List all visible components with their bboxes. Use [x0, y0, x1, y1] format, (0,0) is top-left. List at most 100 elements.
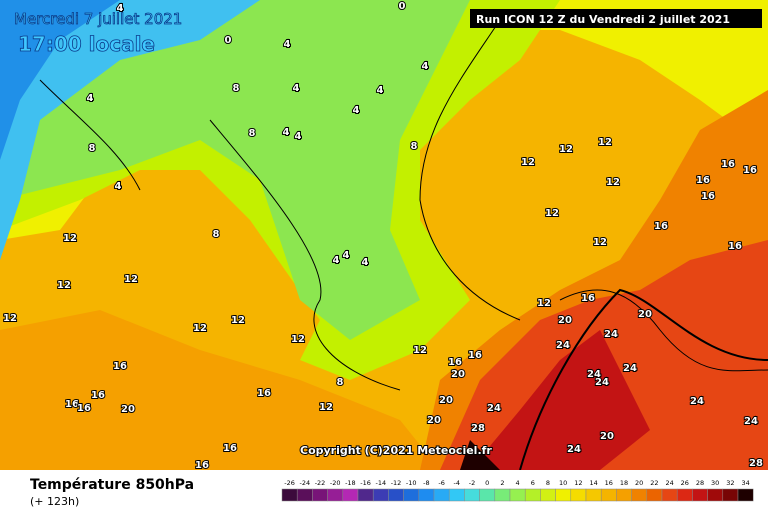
color-swatch [646, 488, 663, 502]
color-swatch [509, 488, 526, 502]
color-swatch [540, 488, 556, 502]
contour-label: 16 [721, 159, 735, 170]
contour-label: 16 [257, 388, 271, 399]
color-swatch [494, 488, 511, 502]
scale-label: 30 [711, 479, 719, 487]
scale-label: -20 [330, 479, 341, 487]
color-swatch [357, 488, 374, 502]
scale-label: -4 [454, 479, 460, 487]
contour-label: 24 [744, 416, 758, 427]
contour-label: 4 [87, 93, 94, 104]
contour-label: 4 [115, 181, 122, 192]
contour-label: 24 [690, 396, 704, 407]
scale-label: 2 [500, 479, 504, 487]
contour-label: 24 [567, 444, 581, 455]
scale-label: -8 [423, 479, 429, 487]
scale-label: -6 [438, 479, 444, 487]
contour-label: 12 [3, 313, 17, 324]
contour-label: 4 [377, 85, 384, 96]
contour-label: 16 [448, 357, 462, 368]
contour-label: 20 [121, 404, 135, 415]
contour-label: 8 [411, 141, 418, 152]
contour-label: 12 [413, 345, 427, 356]
scale-label: 12 [574, 479, 582, 487]
scale-label: -16 [360, 479, 371, 487]
color-swatch [418, 488, 435, 502]
contour-label: 0 [225, 35, 232, 46]
color-swatch [585, 488, 602, 502]
time: 17:00 locale [18, 32, 155, 56]
contour-label: 16 [696, 175, 710, 186]
contour-label: 16 [581, 293, 595, 304]
contour-label: 24 [487, 403, 501, 414]
color-swatch [403, 488, 420, 502]
color-swatch [616, 488, 632, 502]
color-swatch [312, 488, 328, 502]
scale-label: -2 [469, 479, 475, 487]
scale-label: -14 [375, 479, 386, 487]
scale-label: 8 [546, 479, 550, 487]
contours [39, 19, 768, 471]
color-swatch [661, 488, 678, 502]
contour-line [519, 288, 768, 471]
contour-label: 12 [291, 334, 305, 345]
contour-label: 4 [117, 3, 124, 14]
contour-label: 20 [558, 315, 572, 326]
run-info: Run ICON 12 Z du Vendredi 2 juillet 2021 [476, 13, 730, 26]
contour-label: 16 [223, 443, 237, 454]
date: Mercredi 7 juillet 2021 [14, 10, 182, 28]
scale-label: 0 [485, 479, 489, 487]
color-swatch [372, 488, 389, 502]
scale-label: 34 [741, 479, 749, 487]
scale-label: 14 [589, 479, 597, 487]
contour-label: 16 [91, 390, 105, 401]
contour-line [39, 19, 768, 391]
contour-label: 24 [595, 377, 609, 388]
color-swatch [524, 488, 541, 502]
contour-label: 24 [623, 363, 637, 374]
scale-label: -26 [284, 479, 295, 487]
contour-label: 8 [213, 229, 220, 240]
contour-label: 4 [343, 250, 350, 261]
contour-label: 20 [427, 415, 441, 426]
contour-label: 20 [600, 431, 614, 442]
color-swatch [600, 488, 617, 502]
contour-label: 8 [233, 83, 240, 94]
color-swatch [433, 488, 450, 502]
contour-label: 4 [333, 255, 340, 266]
zone-green [0, 0, 470, 340]
contour-label: 16 [728, 241, 742, 252]
contour-label: 12 [319, 402, 333, 413]
zone-black [460, 440, 500, 470]
contour-label: 12 [593, 237, 607, 248]
contour-label: 12 [231, 315, 245, 326]
contour-label: 12 [545, 208, 559, 219]
color-swatch [479, 488, 496, 502]
contour-label: 12 [124, 274, 138, 285]
scale-label: 4 [516, 479, 520, 487]
color-swatch [555, 488, 572, 502]
legend-title: Température 850hPa [30, 477, 194, 493]
contour-label: 16 [77, 403, 91, 414]
scale-label: -10 [406, 479, 417, 487]
scale-label: -24 [299, 479, 310, 487]
contour-label: 12 [193, 323, 207, 334]
contour-label: 12 [606, 177, 620, 188]
contour-label: 16 [113, 361, 127, 372]
zone-blue [0, 0, 120, 160]
contour-label: 4 [295, 131, 302, 142]
scale-label: 22 [650, 479, 658, 487]
contour-label: 8 [337, 377, 344, 388]
color-swatch [296, 488, 313, 502]
scale-label: 18 [620, 479, 628, 487]
contour-label: 8 [89, 143, 96, 154]
contour-label: 12 [598, 137, 612, 148]
scale-label: 28 [696, 479, 704, 487]
color-swatch [388, 488, 404, 502]
contour-label: 12 [537, 298, 551, 309]
contour-label: 0 [399, 1, 406, 12]
contour-label: 20 [451, 369, 465, 380]
contour-label: 4 [353, 105, 360, 116]
contour-label: 28 [749, 458, 763, 469]
